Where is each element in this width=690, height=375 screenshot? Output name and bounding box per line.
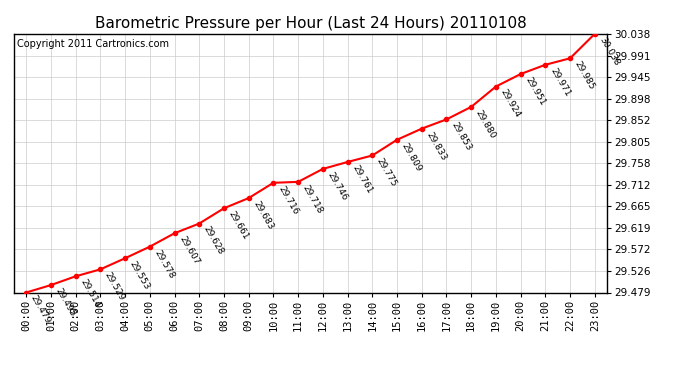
Title: Barometric Pressure per Hour (Last 24 Hours) 20110108: Barometric Pressure per Hour (Last 24 Ho… bbox=[95, 16, 526, 31]
Text: 29.951: 29.951 bbox=[524, 75, 547, 107]
Text: 29.683: 29.683 bbox=[251, 200, 275, 231]
Text: 29.479: 29.479 bbox=[29, 294, 52, 326]
Text: 29.746: 29.746 bbox=[326, 170, 349, 202]
Text: 29.809: 29.809 bbox=[400, 141, 424, 173]
Text: 29.775: 29.775 bbox=[375, 157, 399, 189]
Text: 29.880: 29.880 bbox=[474, 108, 497, 140]
Text: 29.628: 29.628 bbox=[202, 225, 226, 256]
Text: 29.495: 29.495 bbox=[54, 286, 77, 318]
Text: 29.985: 29.985 bbox=[573, 60, 596, 92]
Text: 29.853: 29.853 bbox=[449, 121, 473, 153]
Text: Copyright 2011 Cartronics.com: Copyright 2011 Cartronics.com bbox=[17, 39, 169, 49]
Text: 30.038: 30.038 bbox=[598, 35, 621, 67]
Text: 29.971: 29.971 bbox=[548, 66, 572, 98]
Text: 29.514: 29.514 bbox=[79, 278, 102, 309]
Text: 29.833: 29.833 bbox=[424, 130, 448, 162]
Text: 29.607: 29.607 bbox=[177, 235, 201, 266]
Text: 29.578: 29.578 bbox=[152, 248, 176, 280]
Text: 29.924: 29.924 bbox=[499, 88, 522, 120]
Text: 29.718: 29.718 bbox=[301, 183, 324, 215]
Text: 29.553: 29.553 bbox=[128, 260, 151, 291]
Text: 29.529: 29.529 bbox=[103, 271, 126, 302]
Text: 29.661: 29.661 bbox=[227, 210, 250, 242]
Text: 29.716: 29.716 bbox=[276, 184, 299, 216]
Text: 29.761: 29.761 bbox=[351, 164, 374, 195]
